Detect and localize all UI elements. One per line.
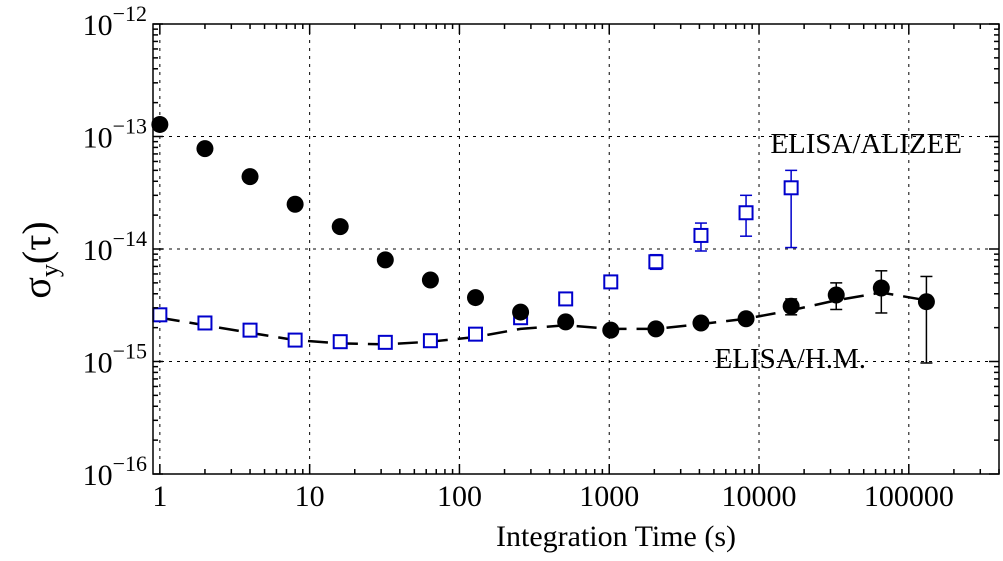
fit-curve-line [159,291,927,346]
data-point [917,293,935,311]
y-axis-title-argument: (τ) [14,221,59,264]
data-point [421,271,439,289]
data-point [737,310,755,328]
data-point [422,333,438,349]
data-point [738,205,754,221]
grid [153,23,999,475]
data-point [242,322,258,338]
series [151,115,935,364]
data-point [783,180,799,196]
series-label-elisa-alizee: ELISA/ALIZEE [770,128,962,160]
axis-tick-labels: 1 10 100 1000 10000 10000010−1610−1510−1410−1… [83,1,954,513]
y-tick-label-base: 10 [83,234,113,267]
x-tick-label: 100 [437,480,482,513]
y-tick-label-exponent: −12 [113,1,147,26]
data-point [332,334,348,350]
y-tick-label: 10−13 [83,114,147,155]
y-tick-label: 10−15 [83,339,147,380]
y-tick-label-exponent: −16 [113,451,147,476]
series-elisa-hm [151,115,935,364]
data-point [151,115,169,133]
x-tick-label: 10000 [722,480,797,513]
y-tick-label-exponent: −15 [113,339,147,364]
data-point [377,334,393,350]
y-tick-label: 10−12 [83,1,147,42]
data-point [648,254,664,270]
data-point [872,279,890,297]
y-tick-label-exponent: −13 [113,114,147,139]
data-point [602,321,620,339]
series-label-elisa-hm: ELISA/H.M. [715,343,866,375]
data-point [241,168,259,186]
data-point [331,218,349,236]
y-tick-label: 10−14 [83,226,147,267]
y-axis-title-symbol: σ [14,277,59,299]
data-point [467,326,483,342]
data-point [557,313,575,331]
x-tick-label: 10 [295,480,325,513]
data-point [376,251,394,269]
x-tick-label: 100000 [864,480,954,513]
y-axis-title: σy(τ) [14,221,64,298]
data-point [692,314,710,332]
x-axis-title: Integration Time (s) [496,520,736,553]
data-point [466,289,484,307]
data-point [512,303,530,321]
y-tick-label-base: 10 [83,122,113,155]
axis-ticks [153,23,1000,475]
fit-curve [159,291,927,346]
x-tick-label: 1 [152,480,167,513]
data-point [558,291,574,307]
data-point [827,286,845,304]
y-tick-label-base: 10 [83,347,113,380]
data-point [603,274,619,290]
x-tick-label: 1000 [579,480,639,513]
data-point [782,297,800,315]
data-point [693,227,709,243]
y-tick-label-base: 10 [83,459,113,492]
y-axis-title-subscript: y [35,264,64,277]
y-tick-label: 10−16 [83,451,147,492]
y-tick-label-exponent: −14 [113,226,147,251]
data-point [287,332,303,348]
data-point [196,140,214,158]
data-point [152,307,168,323]
data-point [197,315,213,331]
data-point [286,195,304,213]
data-point [647,320,665,338]
plot-frame [152,23,1000,475]
y-tick-label-base: 10 [83,9,113,42]
